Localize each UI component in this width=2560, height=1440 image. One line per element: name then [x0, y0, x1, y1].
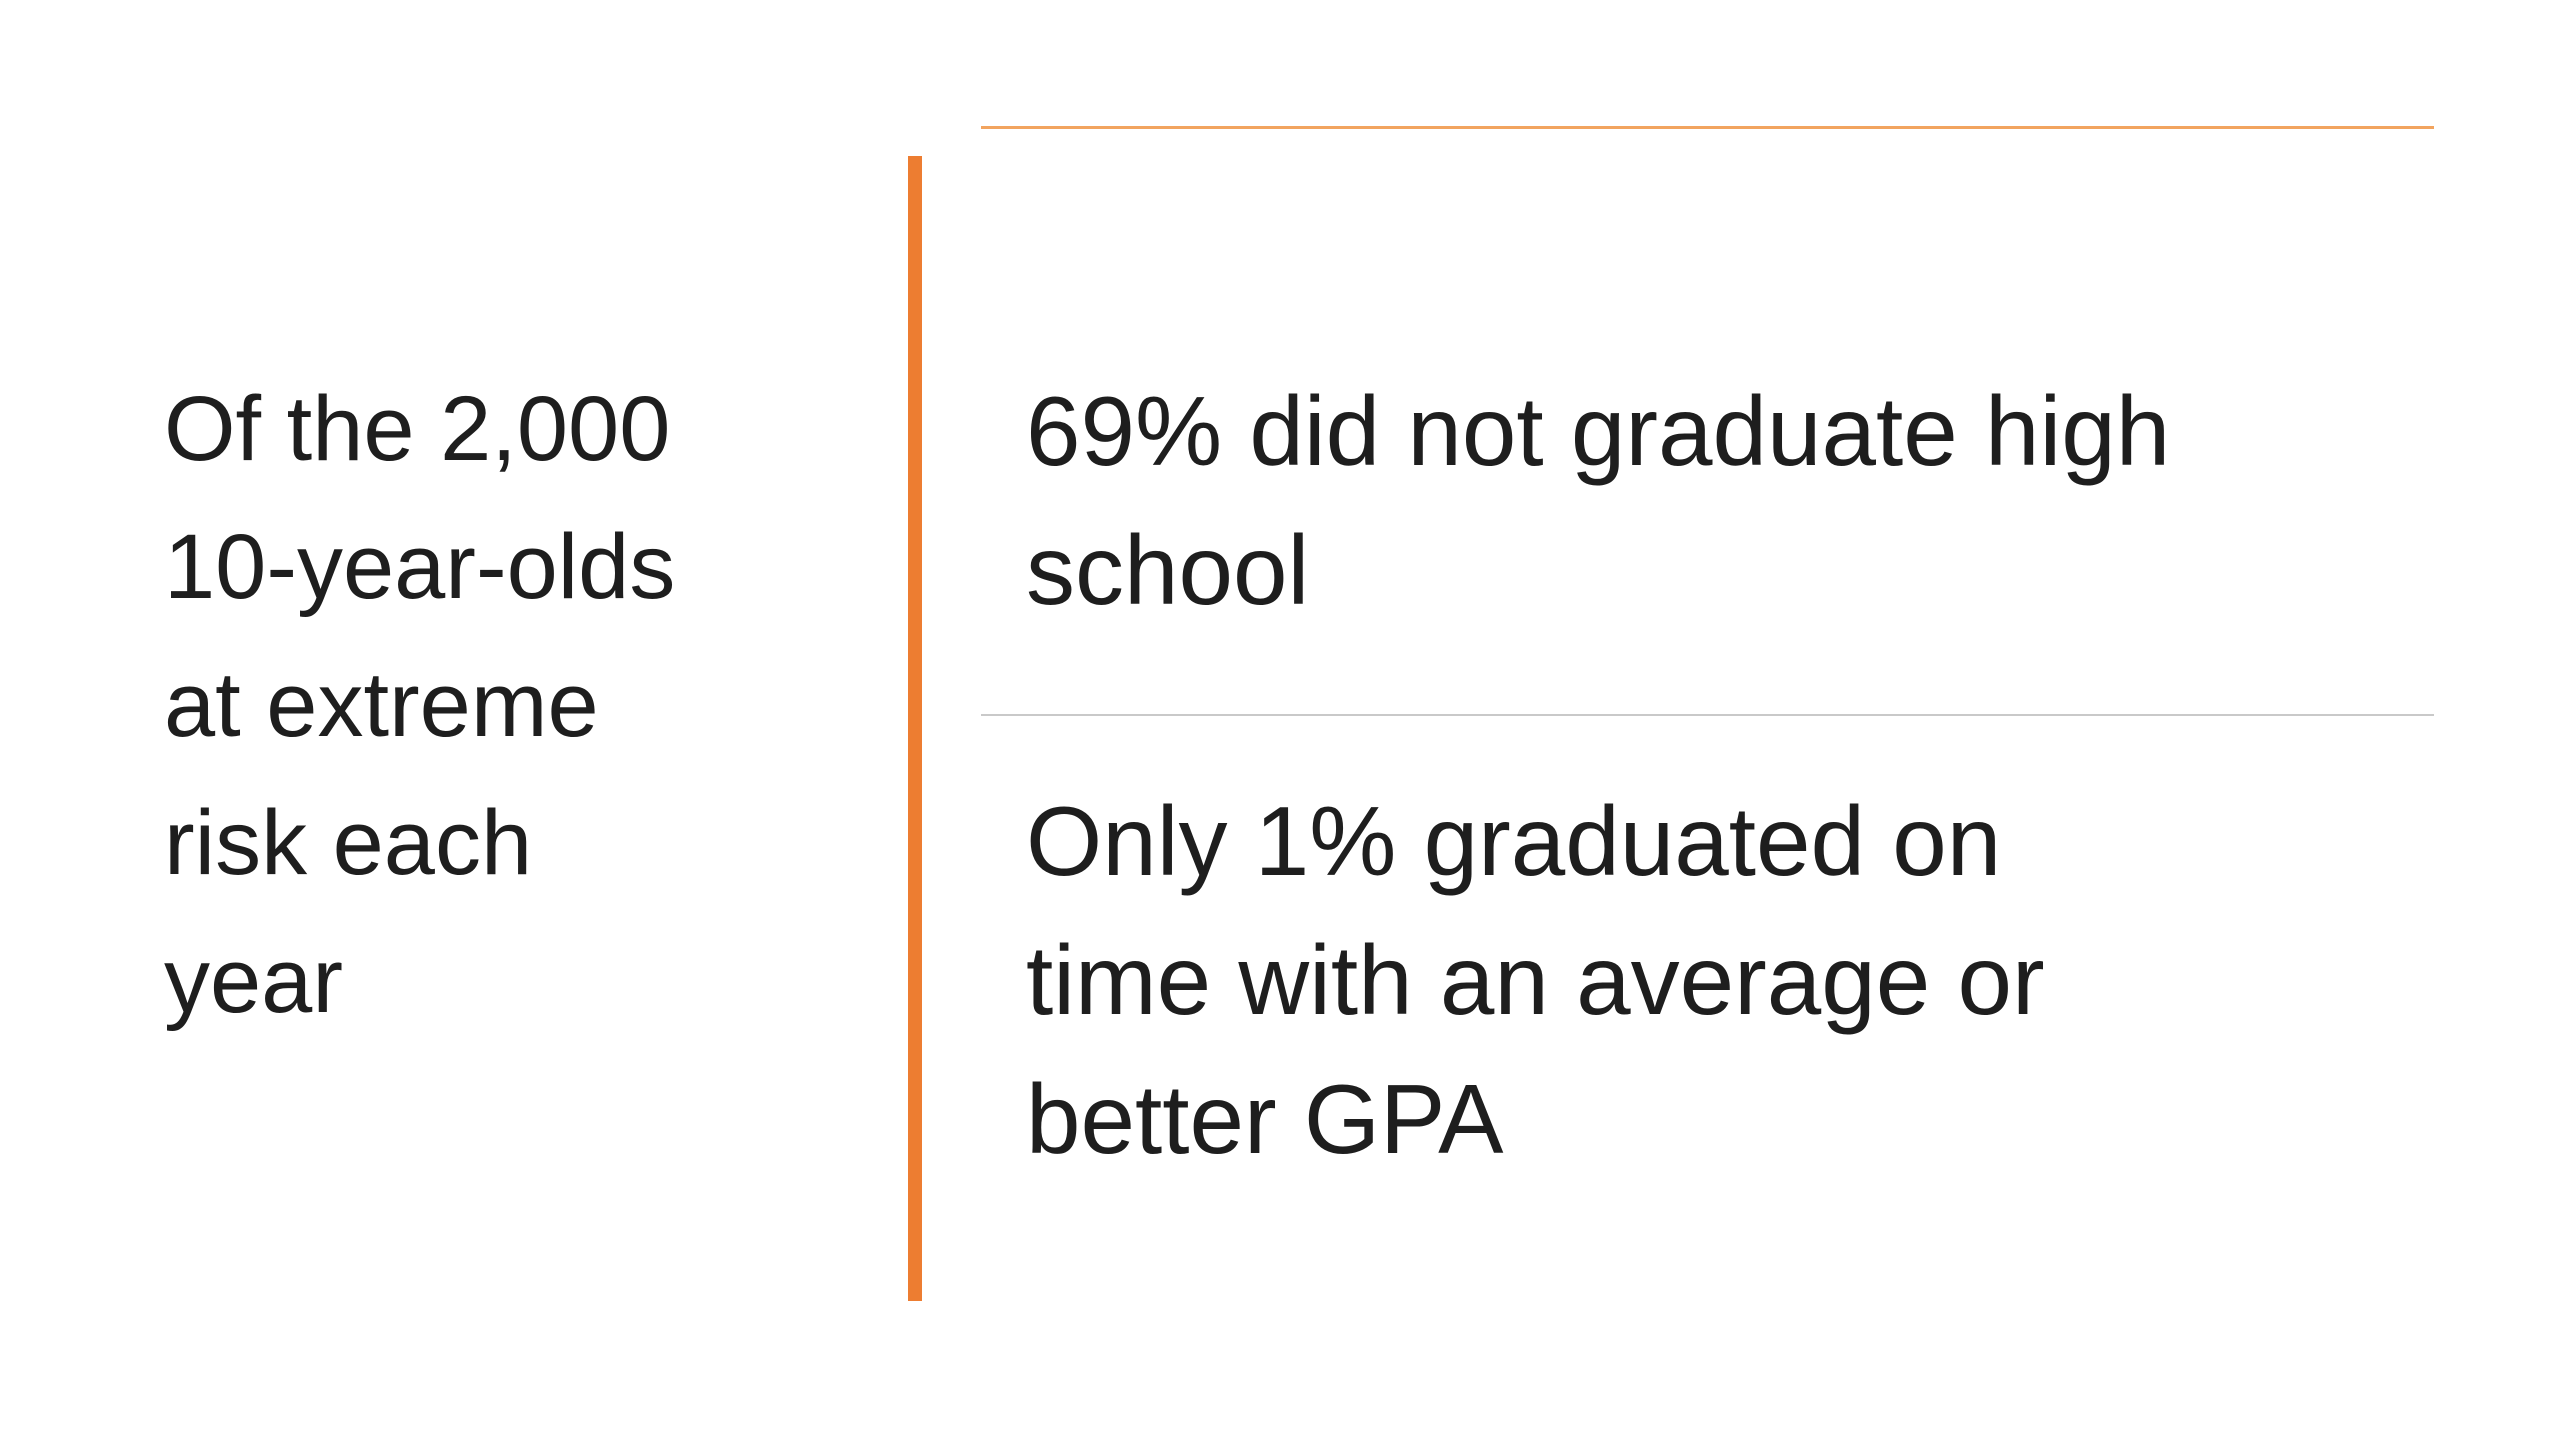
- stat-divider-line: [981, 714, 2434, 716]
- top-accent-rule: [981, 126, 2434, 129]
- stat-text-gpa: Only 1% graduated on time with an averag…: [1026, 786, 2045, 1175]
- intro-text: Of the 2,000 10-year-olds at extreme ris…: [164, 378, 676, 1032]
- vertical-accent-divider: [908, 156, 922, 1301]
- stat-text-graduation: 69% did not graduate high school: [1026, 376, 2171, 626]
